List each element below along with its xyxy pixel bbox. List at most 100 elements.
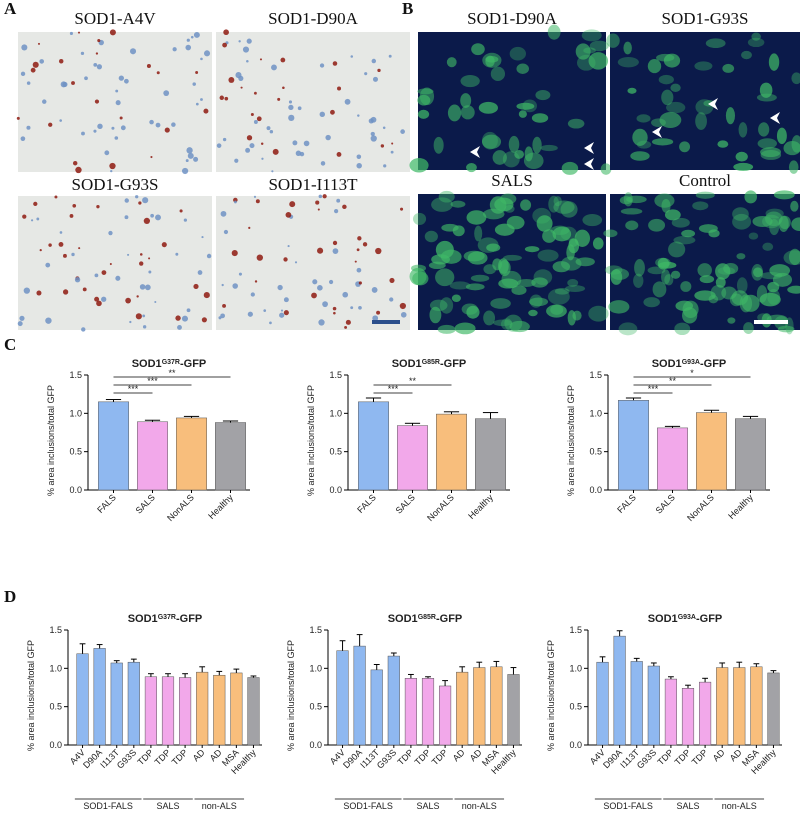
texture-dot (250, 112, 254, 116)
texture-dot (119, 116, 123, 120)
texture-dot (80, 51, 85, 56)
y-tick-label: 0.0 (309, 740, 322, 750)
title-sup: G93A (678, 614, 696, 621)
texture-dot (336, 198, 341, 203)
bar (161, 676, 175, 746)
chart-title: SOD1G85R-GFP (388, 613, 463, 625)
texture-cell (723, 263, 739, 275)
texture-dot (94, 99, 100, 104)
texture-dot (115, 89, 119, 93)
texture-dot (138, 201, 142, 205)
texture-cell (532, 207, 552, 224)
panel-label: B (402, 0, 413, 18)
texture-dot (260, 142, 264, 146)
texture-dot (350, 306, 354, 310)
texture-dot (193, 156, 199, 162)
texture-cell (431, 197, 453, 212)
bar (630, 661, 643, 746)
texture-cell (606, 33, 620, 48)
texture-cell (446, 57, 457, 68)
texture-dot (30, 67, 36, 73)
bar (750, 666, 763, 746)
bar (98, 401, 129, 491)
texture-dot (135, 313, 142, 320)
texture-cell (695, 112, 707, 130)
texture-cell (560, 201, 578, 218)
texture-dot (255, 199, 260, 204)
texture-cell (447, 104, 462, 122)
texture-cell (759, 82, 773, 98)
x-tick-label: SALS (134, 492, 157, 515)
texture-dot (287, 245, 290, 248)
texture-dot (186, 147, 193, 154)
texture-cell (504, 314, 523, 332)
texture-cell (532, 136, 542, 154)
y-tick-label: 0.5 (569, 702, 582, 712)
texture-dot (390, 150, 394, 154)
texture-dot (185, 44, 192, 51)
texture-cell (692, 201, 709, 211)
texture-cell (747, 37, 765, 48)
texture-cell (681, 229, 696, 238)
x-tick-label: Healthy (466, 492, 495, 521)
texture-dot (364, 72, 368, 76)
texture-cell (791, 72, 800, 85)
texture-cell (610, 268, 630, 280)
texture-cell (553, 200, 575, 214)
y-tick-label: 0.5 (309, 702, 322, 712)
x-tick-label: TDP (673, 747, 693, 767)
texture-dot (318, 319, 325, 326)
y-tick-label: 1.5 (569, 625, 582, 635)
texture-cell (542, 229, 557, 243)
texture-cell (751, 264, 764, 281)
texture-dot (317, 284, 323, 291)
texture-dot (357, 114, 360, 117)
texture-cell (769, 264, 791, 277)
texture-dot (94, 273, 99, 278)
title-text: SOD1 (392, 358, 422, 370)
texture-dot (377, 68, 381, 73)
texture-dot (342, 291, 349, 298)
texture-dot (203, 50, 211, 57)
y-tick-label: 1.5 (329, 370, 342, 380)
texture-dot (370, 135, 377, 142)
texture-dot (78, 247, 81, 250)
x-tick-label: AD (711, 747, 727, 763)
texture-dot (358, 281, 362, 285)
texture-cell (757, 138, 777, 149)
x-tick-label: TDP (153, 747, 173, 767)
arrowhead (470, 146, 480, 158)
texture-cell (511, 285, 527, 295)
texture-cell (503, 254, 522, 261)
texture-cell (588, 52, 609, 70)
texture-dot (95, 52, 99, 55)
texture-dot (315, 200, 320, 205)
texture-cell (743, 322, 754, 334)
texture-cell (773, 190, 795, 200)
texture-cell (659, 112, 682, 128)
texture-cell (424, 230, 438, 243)
texture-cell (547, 24, 561, 40)
texture-dot (400, 311, 407, 318)
texture-dot (190, 35, 194, 39)
texture-cell (409, 158, 429, 173)
texture-dot (345, 319, 351, 325)
title-sup: G85R (418, 614, 436, 621)
texture-cell (666, 101, 686, 114)
texture-cell (788, 160, 799, 174)
texture-dot (261, 157, 264, 160)
texture-dot (206, 253, 212, 259)
bar (647, 665, 660, 746)
texture-dot (344, 325, 348, 329)
x-tick-label: NonALS (685, 492, 716, 523)
scale-bar (372, 320, 400, 324)
panel-label: C (4, 335, 16, 354)
texture-dot (186, 38, 190, 42)
y-axis-label: % area inclusions/total GFP (46, 385, 56, 496)
texture-dot (292, 140, 298, 146)
texture-dot (318, 194, 323, 199)
texture-dot (231, 249, 238, 257)
texture-dot (115, 275, 121, 281)
texture-cell (466, 162, 477, 173)
texture-cell (554, 288, 570, 295)
